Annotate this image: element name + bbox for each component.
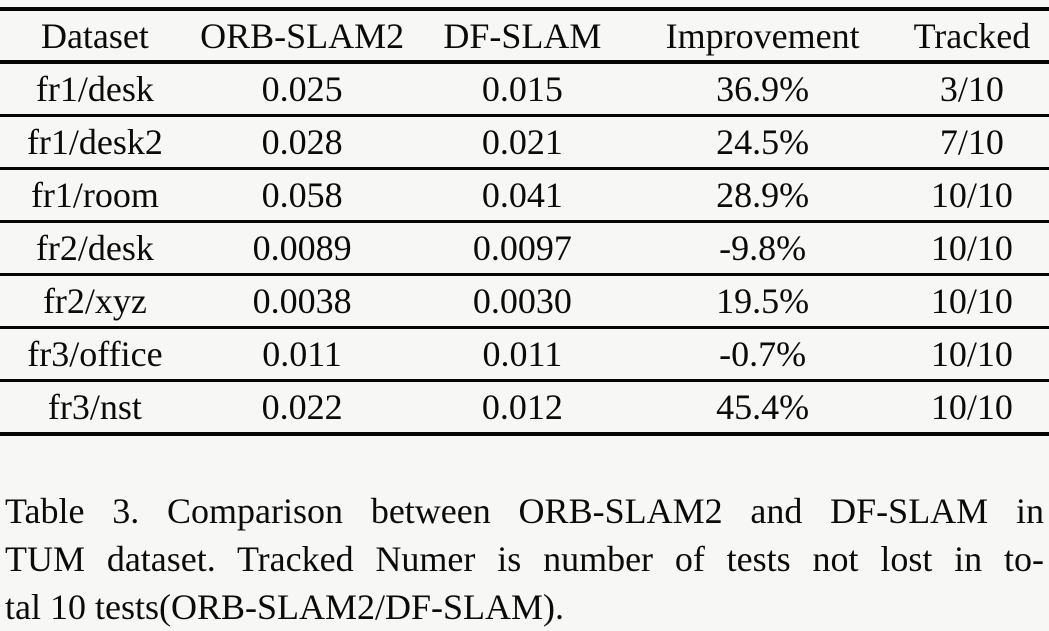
caption-line-2: TUM dataset. Tracked Numer is number of … [5,539,1044,579]
cell-tracked: 10/10 [894,168,1049,223]
cell-orb-slam2: 0.028 [189,115,415,170]
cell-tracked: 3/10 [894,62,1049,117]
table-row: fr3/office 0.011 0.011 -0.7% 10/10 [0,327,1049,382]
table-row: fr1/room 0.058 0.041 28.9% 10/10 [0,168,1049,223]
cell-orb-slam2: 0.022 [261,387,343,427]
table-row: fr2/desk 0.0089 0.0097 -9.8% 10/10 [0,221,1049,276]
cell-improvement: -9.8% [630,221,895,276]
table-row: fr1/desk2 0.028 0.021 24.5% 7/10 [0,115,1049,170]
cell-orb-slam2: 0.025 [189,62,415,117]
cell-df-slam: 0.021 [414,115,631,170]
cell-improvement: 28.9% [630,168,895,223]
cell-dataset: fr2/desk [0,221,190,276]
cell-dataset: fr1/desk [0,62,190,117]
cell-dataset: fr2/xyz [0,274,190,329]
table-caption: Table 3. Comparison between ORB-SLAM2 an… [0,487,1049,631]
cell-tracked: 7/10 [894,115,1049,170]
cell-df-slam: 0.0097 [414,221,631,276]
table-row: fr3/nst 0.022 0.012 45.4% 10/10 [0,381,1049,435]
cell-df-slam: 0.041 [414,168,631,223]
table-row: fr2/xyz 0.0038 0.0030 19.5% 10/10 [0,274,1049,329]
col-header-df-slam: DF-SLAM [414,9,631,64]
cell-df-slam: 0.0030 [414,274,631,329]
col-header-improvement: Improvement [630,9,895,64]
cell-improvement: -0.7% [630,327,895,382]
cell-improvement: 36.9% [630,62,895,117]
cell-orb-slam2: 0.0089 [189,221,415,276]
cell-improvement: 24.5% [630,115,895,170]
paper-table-figure: Dataset ORB-SLAM2 DF-SLAM Improvement Tr… [0,7,1049,627]
cell-orb-slam2: 0.011 [189,327,415,382]
cell-tracked: 10/10 [894,327,1049,382]
col-header-orb-slam2: ORB-SLAM2 [189,9,415,64]
cell-orb-slam2: 0.0038 [189,274,415,329]
col-header-dataset: Dataset [0,9,190,64]
cell-df-slam: 0.012 [481,387,563,427]
cell-dataset: fr3/office [0,327,190,382]
cell-dataset: fr3/nst [47,387,142,427]
table-row: fr1/desk 0.025 0.015 36.9% 3/10 [0,62,1049,117]
caption-line-1: Table 3. Comparison between ORB-SLAM2 an… [5,491,1044,531]
cell-df-slam: 0.011 [414,327,631,382]
cell-tracked: 10/10 [930,387,1013,427]
header-row: Dataset ORB-SLAM2 DF-SLAM Improvement Tr… [0,9,1049,64]
caption-line-3: tal 10 tests(ORB-SLAM2/DF-SLAM). [5,587,565,627]
col-header-tracked: Tracked [894,9,1049,64]
cell-improvement: 45.4% [716,387,810,427]
cell-orb-slam2: 0.058 [189,168,415,223]
cell-tracked: 10/10 [894,274,1049,329]
cell-improvement: 19.5% [630,274,895,329]
cell-dataset: fr1/desk2 [0,115,190,170]
results-table: Dataset ORB-SLAM2 DF-SLAM Improvement Tr… [0,7,1049,436]
cell-df-slam: 0.015 [414,62,631,117]
cell-tracked: 10/10 [894,221,1049,276]
cell-dataset: fr1/room [0,168,190,223]
